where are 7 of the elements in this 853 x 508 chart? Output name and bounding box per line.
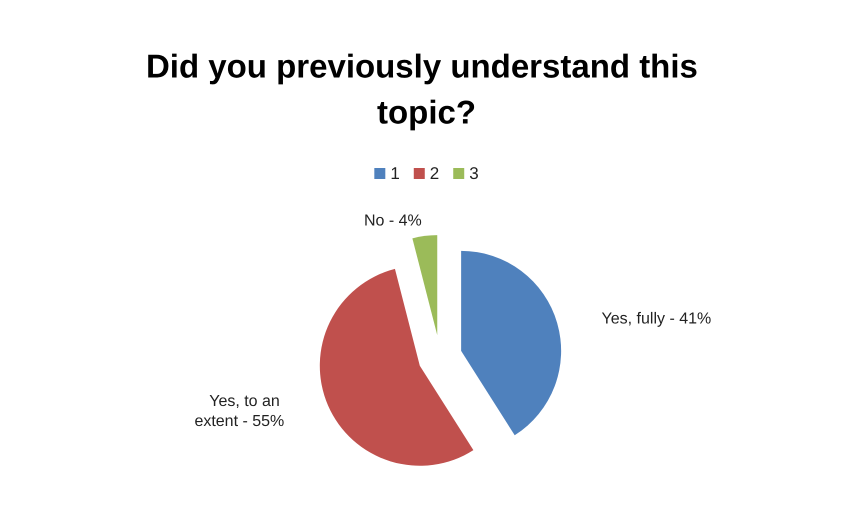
text: Yes, to an extent - 55% bbox=[194, 392, 284, 430]
text: No - 4% bbox=[364, 212, 422, 230]
legend-label: 3 bbox=[469, 164, 479, 183]
legend-label: 2 bbox=[430, 164, 440, 183]
text: Yes, fully - 41% bbox=[602, 310, 712, 328]
chart-title: Did you previously understand this topic? bbox=[146, 48, 708, 130]
legend-label: 1 bbox=[390, 164, 400, 183]
